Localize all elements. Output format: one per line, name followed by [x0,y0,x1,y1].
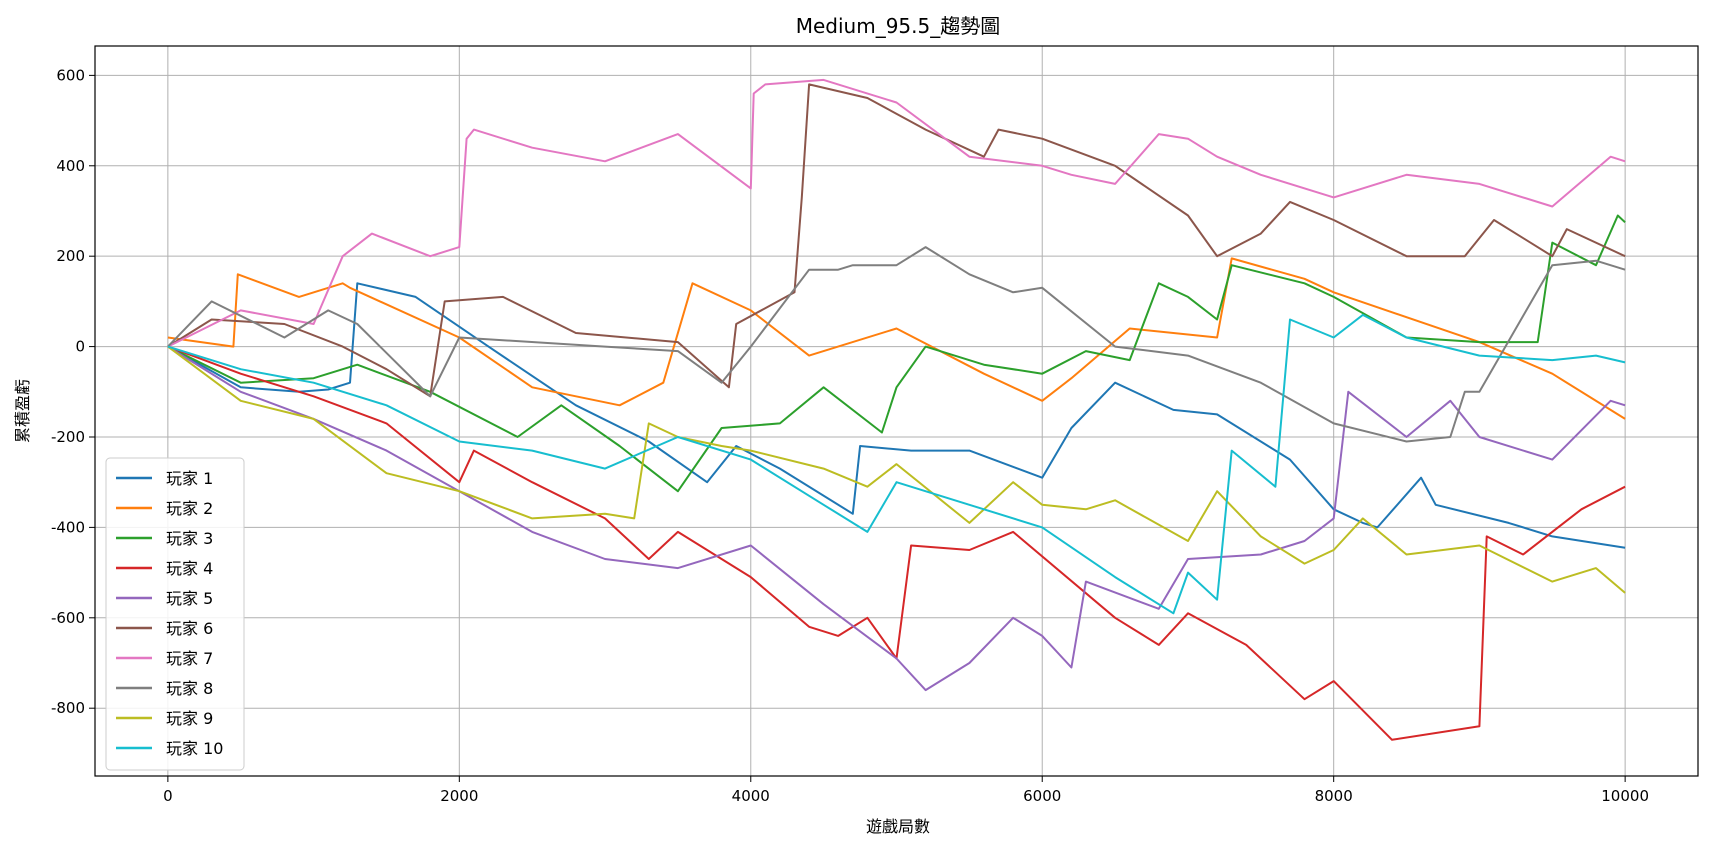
legend-label-6: 玩家 6 [166,619,213,638]
x-axis-label: 遊戲局數 [866,817,930,836]
y-tick-label: -800 [51,699,85,717]
series-line-9 [167,345,1626,594]
legend-box [105,457,245,771]
y-tick-label: -400 [51,518,85,536]
series-lines [167,78,1626,741]
legend-label-9: 玩家 9 [166,709,213,728]
y-tick-label: 200 [56,247,85,265]
y-tick-label: -200 [51,428,85,446]
y-axis-ticks: -800 -600 -400 -200 0 200 400 600 [51,66,95,717]
series-line-4 [167,345,1626,741]
legend-label-5: 玩家 5 [166,589,213,608]
x-tick-label: 8000 [1315,787,1353,805]
legend-label-8: 玩家 8 [166,679,213,698]
series-line-1 [167,282,1626,549]
series-line-10 [167,313,1626,615]
y-axis-label: 累積盈虧 [13,379,32,443]
x-tick-label: 6000 [1023,787,1061,805]
y-tick-label: 600 [56,66,85,84]
grid-lines [95,46,1698,776]
legend-label-2: 玩家 2 [166,499,213,518]
series-line-6 [167,83,1626,398]
series-line-3 [167,214,1626,493]
legend-label-10: 玩家 10 [166,739,223,758]
x-tick-label: 4000 [732,787,770,805]
chart-title: Medium_95.5_趨勢圖 [796,14,1001,38]
x-tick-label: 10000 [1601,787,1649,805]
x-tick-label: 0 [163,787,173,805]
legend-label-4: 玩家 4 [166,559,213,578]
x-axis-ticks: 0 2000 4000 6000 8000 10000 [163,776,1649,805]
plot-area-frame [94,45,1699,777]
x-tick-label: 2000 [440,787,478,805]
series-line-7 [167,78,1626,348]
y-tick-label: 0 [75,338,85,356]
legend-label-7: 玩家 7 [166,649,213,668]
y-tick-label: -600 [51,609,85,627]
legend-label-3: 玩家 3 [166,529,213,548]
series-line-8 [167,246,1626,443]
y-tick-label: 400 [56,157,85,175]
legend: 玩家 1 玩家 2 玩家 3 玩家 4 玩家 5 玩家 6 玩家 7 玩家 8 玩家 9 玩家 1… [105,457,245,771]
series-line-2 [167,257,1626,420]
legend-label-1: 玩家 1 [166,469,213,488]
series-line-5 [167,345,1626,692]
